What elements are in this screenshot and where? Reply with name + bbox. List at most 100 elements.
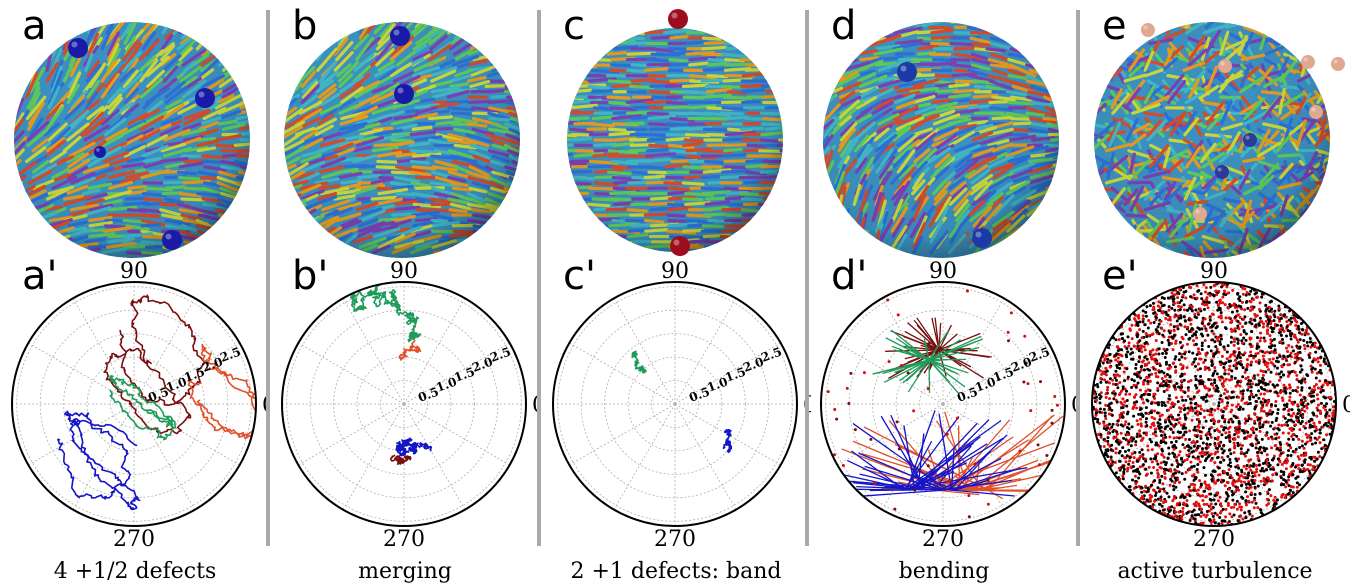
- trajectory: [395, 437, 433, 457]
- panel-caption: active turbulence: [1117, 559, 1313, 584]
- panel-label-prime: c': [563, 253, 596, 299]
- trajectory: [938, 349, 984, 379]
- trajectory: [880, 415, 926, 491]
- trajectory: [938, 349, 959, 352]
- angle-label-0: 0: [532, 393, 540, 418]
- panel-label: a: [22, 3, 47, 49]
- trajectory: [928, 358, 967, 361]
- panel-label: b: [292, 3, 318, 49]
- panel-e: e e' 90 0 270 active turbulence: [1080, 0, 1350, 584]
- trajectory: [928, 359, 969, 374]
- trajectory: [928, 359, 931, 369]
- panel-caption: merging: [358, 559, 452, 584]
- radial-tick-label: 0.5: [955, 385, 979, 405]
- trajectory: [954, 450, 991, 491]
- trajectory: [922, 359, 930, 369]
- angle-label-90: 90: [661, 259, 689, 284]
- trajectory: [928, 346, 980, 361]
- trajectory: [923, 338, 930, 361]
- radial-tick-label: 1.0: [705, 375, 729, 395]
- sphere-image: [284, 22, 520, 258]
- trajectory: [885, 337, 930, 361]
- radial-tick-label: 1.5: [182, 365, 206, 385]
- defect-marker: [94, 146, 106, 158]
- divider: [537, 10, 541, 546]
- divider: [805, 10, 809, 546]
- panel-b: b b' 0.5 1.0 1.5 2.0 2.5 90 0 270 merging: [270, 0, 540, 584]
- panel-d: d d' 0.5 1.0 1.5 2.0 2.5 90 0 270 bending: [809, 0, 1079, 584]
- trajectory: [631, 350, 647, 374]
- trajectory: [949, 467, 1022, 491]
- trajectory: [940, 457, 1002, 491]
- panel-label: c: [563, 3, 585, 49]
- trajectory: [109, 375, 177, 441]
- trajectory: [872, 359, 930, 375]
- panel-label-prime: d': [831, 253, 868, 299]
- defect-marker: [1218, 59, 1232, 73]
- defect-marker: [1331, 57, 1345, 71]
- trajectory: [864, 465, 943, 491]
- angle-label-270: 270: [113, 527, 155, 552]
- defect-marker: [668, 9, 688, 29]
- radial-tick-label: 0.5: [146, 385, 170, 405]
- radial-tick-label: 0.5: [416, 385, 440, 405]
- trajectory: [954, 479, 990, 491]
- defect-marker: [1301, 55, 1315, 69]
- radial-tick-label: 1.0: [434, 375, 458, 395]
- trajectory: [893, 349, 930, 361]
- angle-label-270: 270: [922, 527, 964, 552]
- defect-marker: [390, 26, 410, 46]
- panel-caption: 2 +1 defects: band: [570, 559, 782, 584]
- radial-tick-label: 2.0: [470, 355, 494, 375]
- panel-label-prime: b': [292, 253, 329, 299]
- defect-marker: [897, 62, 917, 82]
- trajectory: [903, 335, 940, 351]
- trajectory: [907, 322, 940, 351]
- radial-tick-label: 1.5: [723, 365, 747, 385]
- angle-label-270: 270: [654, 527, 696, 552]
- trajectory: [398, 339, 422, 361]
- radial-tick-label: 1.0: [164, 375, 188, 395]
- radial-tick-label: 1.5: [452, 365, 476, 385]
- defect-marker: [1141, 23, 1155, 37]
- radial-tick-label: 2.0: [1009, 355, 1033, 375]
- trajectory: [985, 484, 1018, 491]
- angle-label-90: 90: [390, 259, 418, 284]
- trajectory: [906, 410, 936, 491]
- defect-marker: [670, 236, 690, 256]
- trajectory: [910, 474, 959, 491]
- defect-marker: [162, 230, 182, 250]
- divider: [1076, 10, 1080, 546]
- trajectory: [928, 359, 960, 394]
- defect-marker: [1193, 207, 1207, 221]
- angle-label-270: 270: [1193, 527, 1235, 552]
- trajectory: [858, 452, 946, 491]
- defect-marker: [394, 84, 414, 104]
- defect-marker: [68, 38, 88, 58]
- defect-marker: [972, 228, 992, 248]
- trajectory: [894, 359, 930, 374]
- trajectory: [934, 317, 940, 351]
- panel-label: d: [831, 3, 857, 49]
- trajectory: [938, 324, 953, 351]
- panel-caption: bending: [898, 559, 990, 584]
- trajectory: [928, 359, 966, 388]
- panel-a: aa'0.51.01.52.02.59002704 +1/2 defects: [0, 0, 270, 584]
- angle-label-0: 0: [1342, 393, 1350, 418]
- trajectory: [389, 454, 412, 465]
- trajectory: [103, 294, 206, 435]
- trajectory: [903, 416, 960, 491]
- radial-tick-label: 2.5: [218, 345, 242, 365]
- trajectory: [891, 329, 930, 361]
- trajectory: [938, 332, 981, 351]
- sphere-image: [823, 22, 1059, 258]
- radial-tick-label: 2.0: [741, 355, 765, 375]
- trajectory: [722, 429, 733, 454]
- defect-marker: [195, 88, 215, 108]
- trajectory: [187, 343, 256, 442]
- trajectory: [950, 489, 1015, 497]
